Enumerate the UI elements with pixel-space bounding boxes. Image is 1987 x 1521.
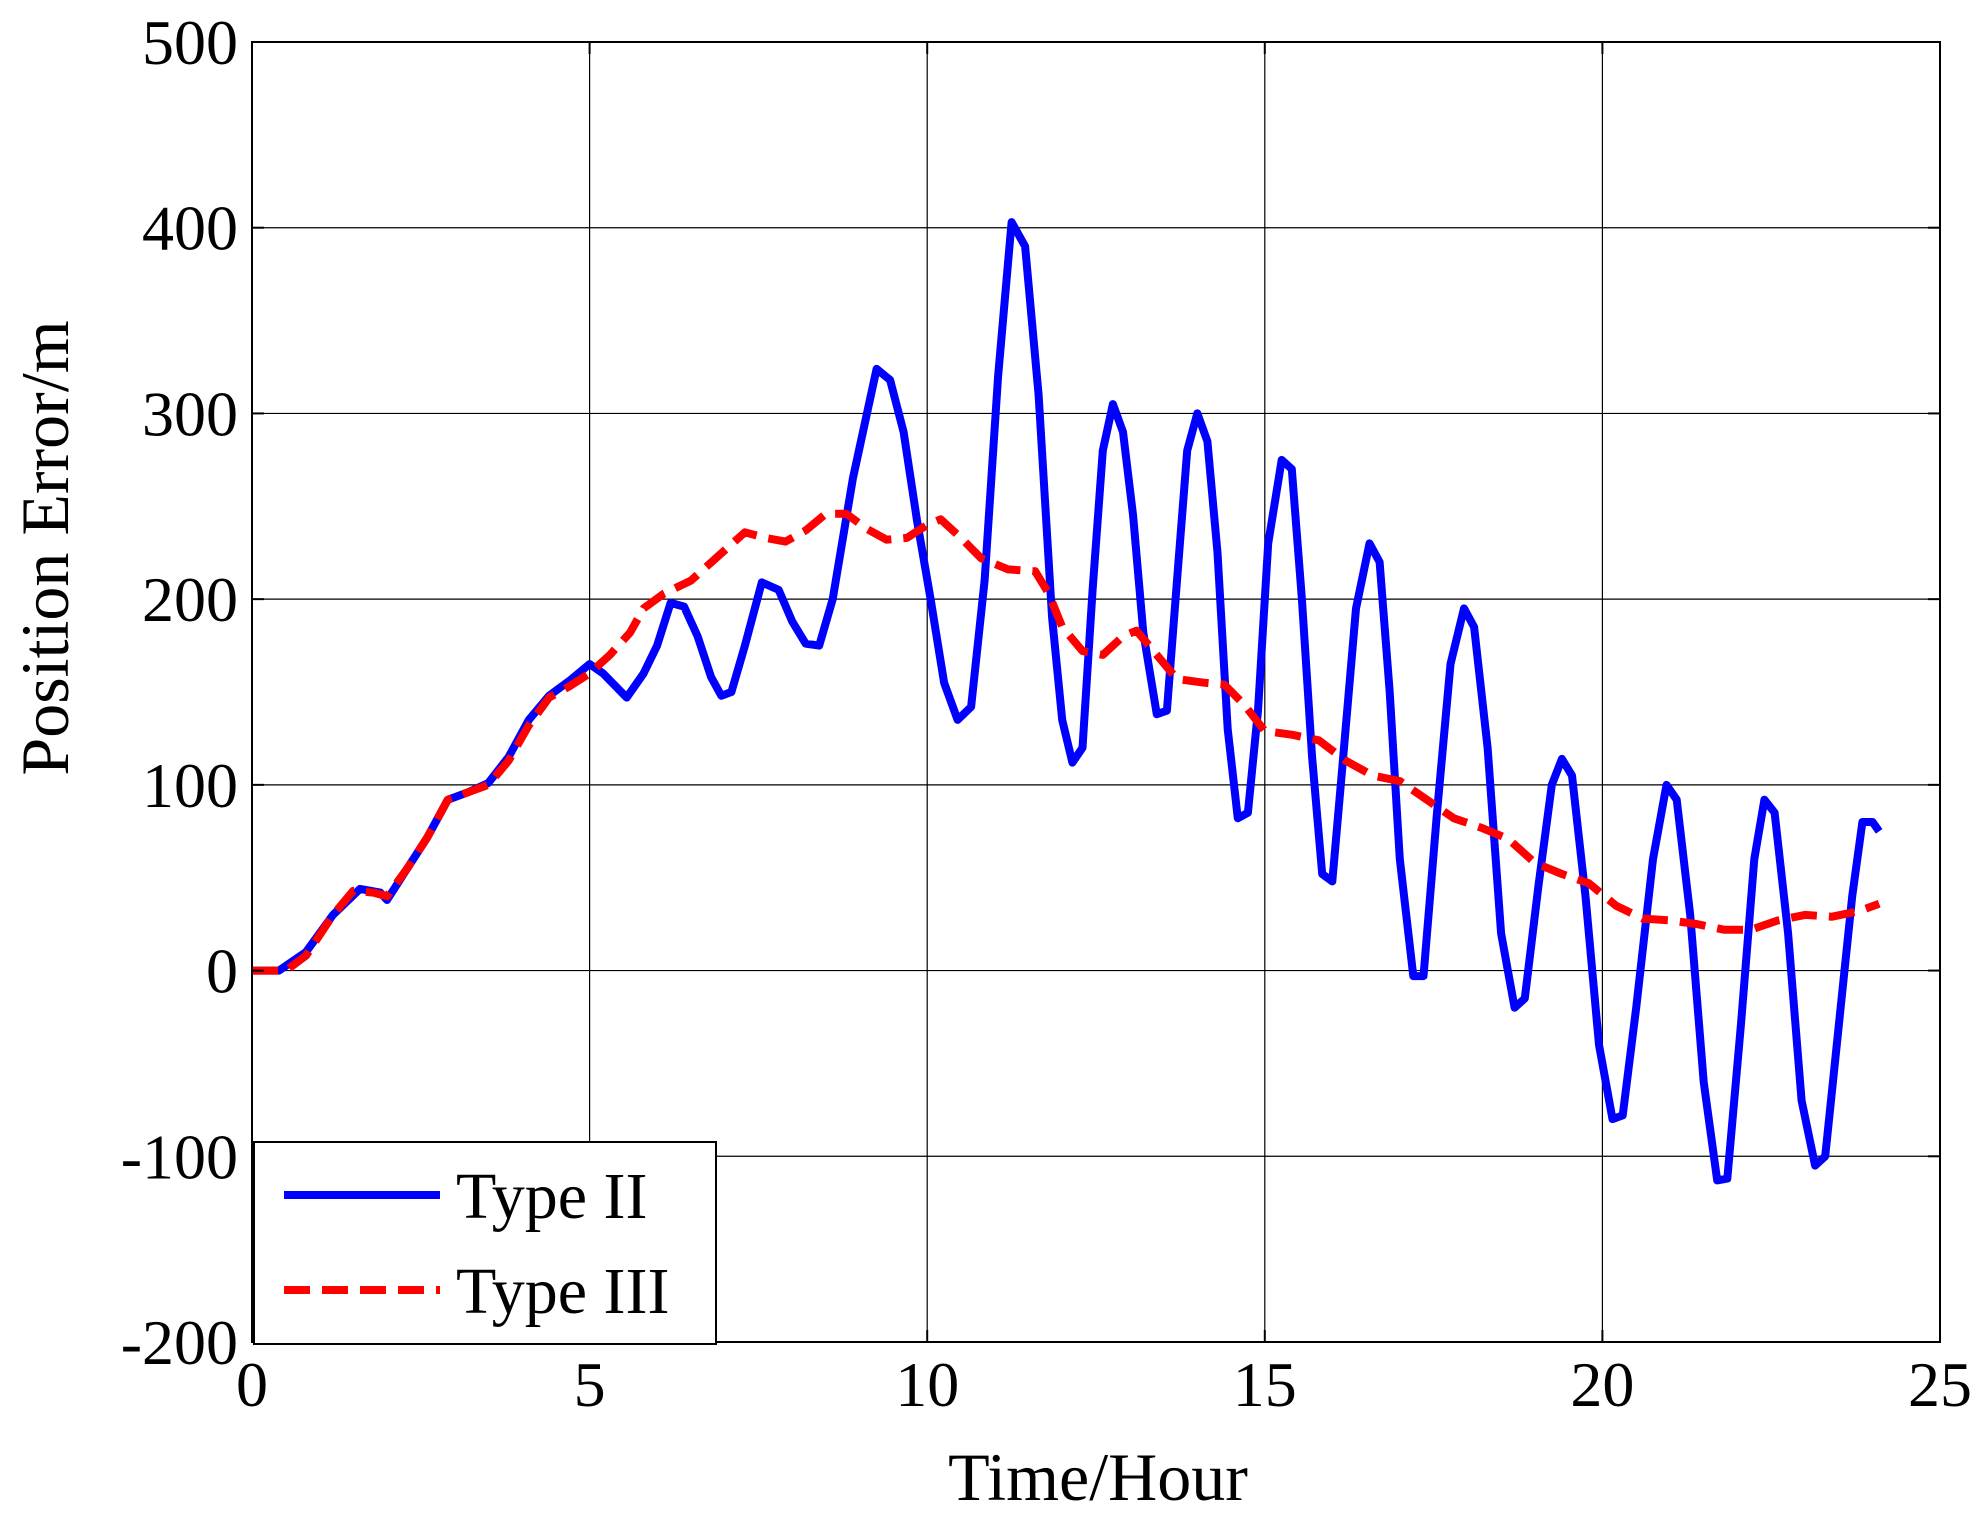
x-tick-label: 5 [574, 1349, 606, 1420]
y-tick-label: 300 [142, 378, 238, 449]
x-axis-label: Time/Hour [948, 1439, 1248, 1515]
y-tick-label: 200 [142, 564, 238, 635]
y-tick-label: -200 [121, 1307, 238, 1378]
y-tick-label: -100 [121, 1121, 238, 1192]
series-line-type-iii [252, 509, 1881, 975]
series-line-type-ii [252, 218, 1883, 1185]
legend-box [253, 1141, 717, 1345]
x-tick-label: 0 [236, 1349, 268, 1420]
x-tick-label: 15 [1233, 1349, 1297, 1420]
y-tick-label: 400 [142, 193, 238, 264]
legend-label-type-iii: Type III [456, 1255, 669, 1328]
x-tick-label: 25 [1908, 1349, 1972, 1420]
axes-frame [251, 41, 1941, 1343]
y-axis-label: Position Error/m [7, 320, 83, 775]
y-tick-label: 0 [206, 936, 238, 1007]
x-tick-label: 20 [1570, 1349, 1634, 1420]
legend-label-type-ii: Type II [456, 1160, 647, 1233]
tick-labels: 0 5 10 15 20 25 -200 -100 0 100 200 300 400 500 [121, 7, 1972, 1420]
plot-lines [252, 218, 1883, 1185]
y-tick-label: 100 [142, 750, 238, 821]
x-tick-label: 10 [895, 1349, 959, 1420]
legend: Type II Type III [253, 1141, 717, 1345]
y-tick-label: 500 [142, 7, 238, 78]
